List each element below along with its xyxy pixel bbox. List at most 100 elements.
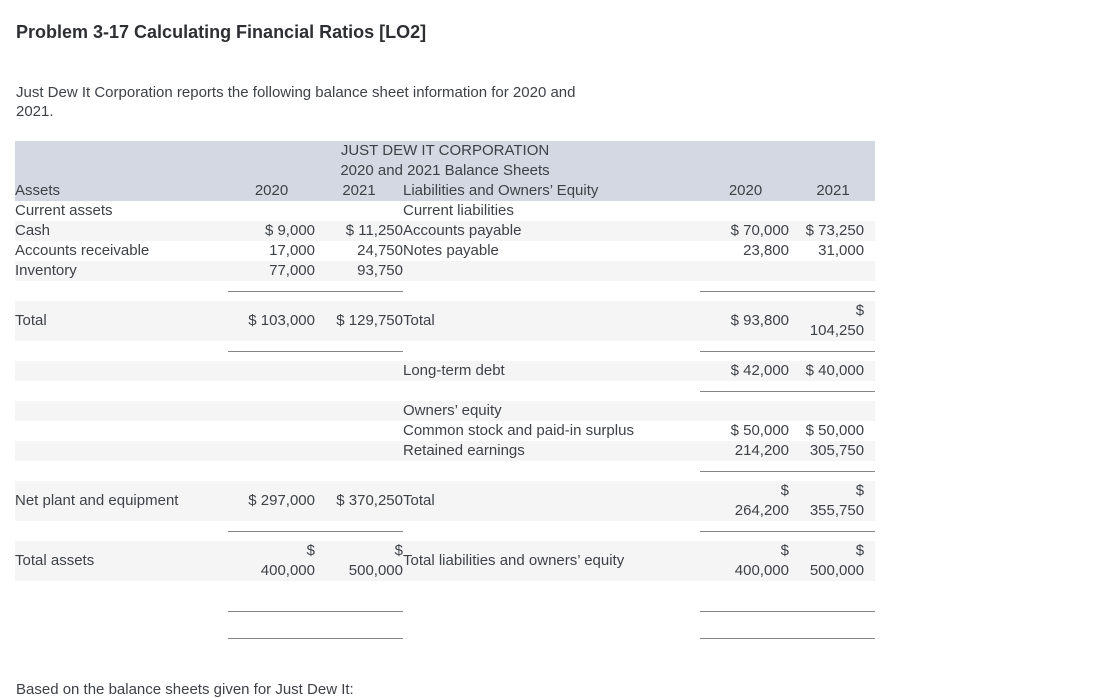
rule-cell <box>700 281 876 301</box>
empty-cell <box>700 261 791 281</box>
empty-cell <box>15 361 228 381</box>
notes-payable-2020-value: 23,800 <box>743 242 789 259</box>
col-header-assets-2021: 2021 <box>315 181 403 201</box>
empty-cell <box>15 521 228 541</box>
current-assets-total-2021: $ 129,750 <box>315 301 403 341</box>
single-rule <box>700 521 876 532</box>
single-rule <box>700 341 876 352</box>
empty-cell <box>15 281 228 301</box>
empty-cell <box>228 201 315 221</box>
retained-earnings-row: Retained earnings 214,200 305,750 <box>15 441 876 461</box>
current-liabilities-section-label: Current liabilities <box>403 202 514 219</box>
col-header-liabilities: Liabilities and Owners’ Equity <box>403 181 700 201</box>
col-header-liab-2020: 2020 <box>700 181 791 201</box>
empty-cell <box>15 441 228 461</box>
double-rule-row <box>15 581 876 659</box>
rule-cell <box>228 341 403 361</box>
table-row: Accounts receivable 17,000 24,750 Notes … <box>15 241 875 261</box>
section-header-row: Current assets Current liabilities <box>15 201 875 221</box>
empty-cell <box>315 201 403 221</box>
empty-cell <box>228 361 315 381</box>
single-rule <box>228 521 403 532</box>
rule-row <box>15 281 876 301</box>
common-stock-2021: $ 50,000 <box>805 422 865 439</box>
total-assets-2020: $ 400,000 <box>228 541 315 581</box>
single-rule <box>700 461 876 472</box>
rule-cell <box>700 341 876 361</box>
current-totals-row: Total $ 103,000 $ 129,750 Total $ 93,800… <box>15 301 876 341</box>
problem-intro-text: Just Dew It Corporation reports the foll… <box>16 84 576 120</box>
rule-cell <box>228 581 403 659</box>
notes-payable-2021-value: 31,000 <box>818 242 865 259</box>
rule-cell <box>700 381 876 401</box>
rule-row <box>15 461 876 481</box>
empty-cell <box>228 381 315 401</box>
accounts-payable-label: Accounts payable <box>403 221 700 241</box>
equity-total-2020: $ 264,200 <box>700 481 791 521</box>
company-title: JUST DEW IT CORPORATION <box>15 141 876 161</box>
inventory-2021-value: 93,750 <box>315 261 403 281</box>
col-header-liab-2021: 2021 <box>791 181 876 201</box>
table-title-row: JUST DEW IT CORPORATION <box>15 141 876 161</box>
rule-cell <box>228 521 403 541</box>
equity-total-2021: $ 355,750 <box>791 481 876 521</box>
column-header-row: Assets 2020 2021 Liabilities and Owners’… <box>15 181 876 201</box>
empty-cell <box>15 341 228 361</box>
current-liabilities-total-label: Total <box>403 301 700 341</box>
table-subtitle-row: 2020 and 2021 Balance Sheets <box>15 161 876 181</box>
net-plant-label: Net plant and equipment <box>15 481 228 521</box>
accounts-receivable-2020-value: 17,000 <box>269 242 315 259</box>
table-subtitle: 2020 and 2021 Balance Sheets <box>15 161 876 181</box>
net-plant-equity-total-row: Net plant and equipment $ 297,000 $ 370,… <box>15 481 876 521</box>
common-stock-label: Common stock and paid-in surplus <box>403 422 634 439</box>
cash-2020-value: $ 9,000 <box>228 221 315 241</box>
empty-cell <box>15 401 228 421</box>
single-rule <box>228 281 403 292</box>
empty-cell <box>315 361 403 381</box>
double-rule-bottom <box>700 632 876 639</box>
problem-title: Problem 3-17 Calculating Financial Ratio… <box>16 22 427 42</box>
empty-cell <box>315 461 403 481</box>
notes-payable-label: Notes payable <box>403 242 499 259</box>
long-term-debt-2020: $ 42,000 <box>700 361 791 381</box>
empty-cell <box>315 381 403 401</box>
empty-cell <box>228 461 315 481</box>
empty-cell <box>791 261 876 281</box>
owners-equity-section-label: Owners’ equity <box>403 401 700 421</box>
col-header-assets-2020: 2020 <box>228 181 315 201</box>
empty-cell <box>403 461 700 481</box>
double-rule-top <box>228 601 403 612</box>
long-term-debt-label: Long-term debt <box>403 361 700 381</box>
accounts-receivable-label: Accounts receivable <box>15 242 150 259</box>
col-header-assets: Assets <box>15 181 228 201</box>
accounts-receivable-2021-value: 24,750 <box>357 242 403 259</box>
total-liabilities-label: Total liabilities and owners’ equity <box>403 541 700 581</box>
empty-cell <box>15 421 228 441</box>
empty-cell <box>700 201 791 221</box>
current-assets-total-2020: $ 103,000 <box>228 301 315 341</box>
table-row: Cash $ 9,000 $ 11,250 Accounts payable $… <box>15 221 876 241</box>
empty-cell <box>15 581 228 659</box>
long-term-debt-row: Long-term debt $ 42,000 $ 40,000 <box>15 361 876 381</box>
empty-cell <box>403 281 700 301</box>
retained-earnings-2021: 305,750 <box>791 441 876 461</box>
rule-cell <box>700 581 876 659</box>
rule-cell <box>700 461 876 481</box>
empty-cell <box>791 401 876 421</box>
empty-cell <box>15 381 228 401</box>
accounts-payable-2020-value: $ 70,000 <box>700 221 791 241</box>
table-row: Inventory 77,000 93,750 <box>15 261 876 281</box>
empty-cell <box>403 381 700 401</box>
cash-2021-value: $ 11,250 <box>315 221 403 241</box>
empty-cell <box>228 441 315 461</box>
retained-earnings-label: Retained earnings <box>403 441 700 461</box>
footer-prompt-text: Based on the balance sheets given for Ju… <box>16 681 354 698</box>
empty-cell <box>315 401 403 421</box>
current-assets-total-label: Total <box>15 301 228 341</box>
empty-cell <box>403 521 700 541</box>
rule-row <box>15 521 876 541</box>
double-rule-top <box>700 601 876 612</box>
balance-sheet-table: JUST DEW IT CORPORATION 2020 and 2021 Ba… <box>15 141 876 659</box>
net-plant-2020: $ 297,000 <box>228 481 315 521</box>
common-stock-row: Common stock and paid-in surplus $ 50,00… <box>15 421 875 441</box>
